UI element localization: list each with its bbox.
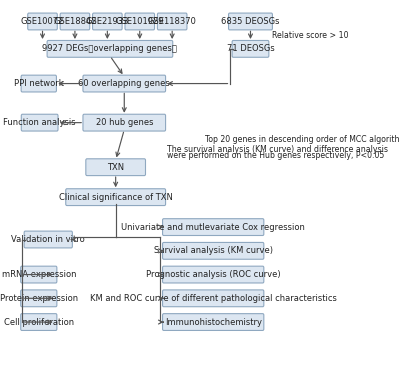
FancyBboxPatch shape (21, 75, 56, 92)
Text: 6835 DEOSGs: 6835 DEOSGs (221, 17, 280, 26)
Text: 71 DEOSGs: 71 DEOSGs (227, 45, 274, 53)
Text: GSE118370: GSE118370 (148, 17, 197, 26)
Text: mRNA expression: mRNA expression (2, 270, 76, 279)
FancyBboxPatch shape (66, 189, 166, 206)
Text: GSE18842: GSE18842 (53, 17, 97, 26)
FancyBboxPatch shape (162, 243, 264, 259)
Text: The survival analysis (KM curve) and difference analysis: The survival analysis (KM curve) and dif… (167, 145, 388, 154)
FancyBboxPatch shape (232, 40, 269, 57)
Text: GSE10072: GSE10072 (21, 17, 64, 26)
FancyBboxPatch shape (21, 290, 57, 307)
Text: Prognostic analysis (ROC curve): Prognostic analysis (ROC curve) (146, 270, 280, 279)
Text: Top 20 genes in descending order of MCC algorithm: Top 20 genes in descending order of MCC … (204, 135, 400, 144)
FancyBboxPatch shape (47, 40, 173, 57)
Text: Survival analysis (KM curve): Survival analysis (KM curve) (154, 246, 273, 255)
Text: Immunohistochemistry: Immunohistochemistry (165, 318, 262, 326)
FancyBboxPatch shape (162, 290, 264, 307)
Text: 9927 DEGs（overlapping genes）: 9927 DEGs（overlapping genes） (42, 45, 177, 53)
FancyBboxPatch shape (162, 314, 264, 330)
FancyBboxPatch shape (28, 13, 57, 30)
Text: KM and ROC curve of different pathological characteristics: KM and ROC curve of different pathologic… (90, 294, 337, 303)
FancyBboxPatch shape (21, 266, 57, 283)
FancyBboxPatch shape (86, 159, 146, 176)
FancyBboxPatch shape (125, 13, 154, 30)
FancyBboxPatch shape (92, 13, 122, 30)
FancyBboxPatch shape (228, 13, 272, 30)
FancyBboxPatch shape (83, 114, 166, 131)
Text: were performed on the Hub genes respectively, P<0.05: were performed on the Hub genes respecti… (167, 151, 384, 160)
Text: 60 overlapping genes: 60 overlapping genes (78, 79, 170, 88)
Text: GSE101929: GSE101929 (116, 17, 164, 26)
Text: 20 hub genes: 20 hub genes (96, 118, 153, 127)
Text: TXN: TXN (107, 163, 124, 172)
Text: Function analysis: Function analysis (3, 118, 76, 127)
Text: GSE21933: GSE21933 (86, 17, 129, 26)
FancyBboxPatch shape (21, 314, 57, 330)
Text: PPI network: PPI network (14, 79, 64, 88)
Text: Protein expression: Protein expression (0, 294, 78, 303)
FancyBboxPatch shape (162, 219, 264, 236)
Text: Univariate and mutlevariate Cox regression: Univariate and mutlevariate Cox regressi… (121, 223, 305, 231)
FancyBboxPatch shape (60, 13, 90, 30)
FancyBboxPatch shape (83, 75, 166, 92)
FancyBboxPatch shape (21, 114, 58, 131)
Text: Relative score > 10: Relative score > 10 (272, 31, 348, 40)
FancyBboxPatch shape (162, 266, 264, 283)
Text: Cell proliferation: Cell proliferation (4, 318, 74, 326)
Text: Clinical significance of TXN: Clinical significance of TXN (59, 193, 172, 202)
FancyBboxPatch shape (157, 13, 187, 30)
Text: Validation in vitro: Validation in vitro (11, 235, 85, 244)
FancyBboxPatch shape (24, 231, 72, 248)
